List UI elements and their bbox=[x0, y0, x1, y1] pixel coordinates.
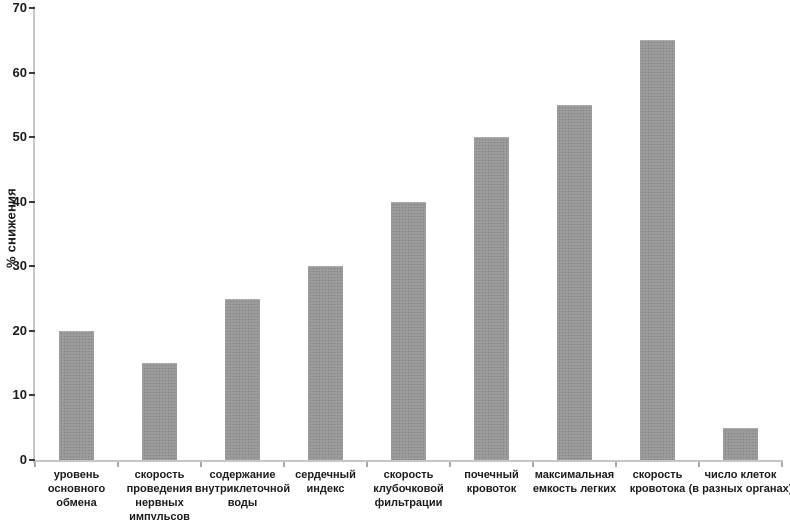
y-tick-label: 20 bbox=[12, 322, 27, 338]
x-tick-mark bbox=[34, 462, 36, 467]
x-category-label: максимальная емкость легких bbox=[532, 469, 617, 495]
y-tick-label: 0 bbox=[19, 452, 27, 467]
y-tick-label: 40 bbox=[12, 193, 27, 209]
x-category-label: скорость проведения нервных импульсов bbox=[126, 469, 193, 520]
x-tick-mark bbox=[117, 462, 119, 467]
x-category-label: сердечный индекс bbox=[295, 469, 356, 495]
x-category-label: скорость кровотока bbox=[629, 469, 686, 495]
bar bbox=[391, 201, 426, 460]
bar bbox=[142, 363, 177, 460]
x-category-label: содержание внутриклеточной воды bbox=[194, 469, 291, 509]
y-tick-label: 50 bbox=[12, 129, 27, 145]
y-tick-label: 30 bbox=[12, 258, 27, 274]
bar bbox=[474, 137, 509, 460]
y-tick-mark bbox=[29, 200, 35, 203]
x-tick-mark bbox=[283, 462, 285, 467]
bar bbox=[723, 427, 758, 460]
bar bbox=[557, 104, 592, 460]
y-tick-label: 60 bbox=[12, 64, 27, 80]
y-axis-line bbox=[33, 6, 35, 463]
y-tick-mark bbox=[29, 136, 35, 139]
x-category-label: скорость клубочковой фильтрации bbox=[373, 469, 444, 509]
x-category-label: уровень основного обмена bbox=[47, 469, 106, 509]
bar bbox=[225, 298, 260, 460]
x-axis-line bbox=[33, 460, 783, 462]
y-tick-mark bbox=[29, 265, 35, 268]
y-tick-mark bbox=[29, 459, 35, 461]
x-tick-mark bbox=[449, 462, 451, 467]
x-tick-mark bbox=[698, 462, 700, 467]
y-tick-mark bbox=[29, 71, 35, 74]
y-tick-mark bbox=[29, 329, 35, 332]
x-category-label: почечный кровоток bbox=[464, 469, 519, 495]
bar bbox=[640, 40, 675, 460]
y-tick-mark bbox=[29, 7, 35, 9]
x-tick-mark bbox=[366, 462, 368, 467]
x-tick-mark bbox=[200, 462, 202, 467]
y-tick-label: 10 bbox=[12, 387, 27, 403]
x-tick-mark bbox=[615, 462, 617, 467]
x-tick-mark bbox=[532, 462, 534, 467]
bar bbox=[59, 330, 94, 460]
y-tick-label: 70 bbox=[12, 0, 27, 15]
x-category-label: число клеток (в разных органах) bbox=[688, 469, 790, 495]
y-tick-mark bbox=[29, 394, 35, 397]
x-tick-mark bbox=[781, 462, 783, 467]
bar bbox=[308, 266, 343, 460]
